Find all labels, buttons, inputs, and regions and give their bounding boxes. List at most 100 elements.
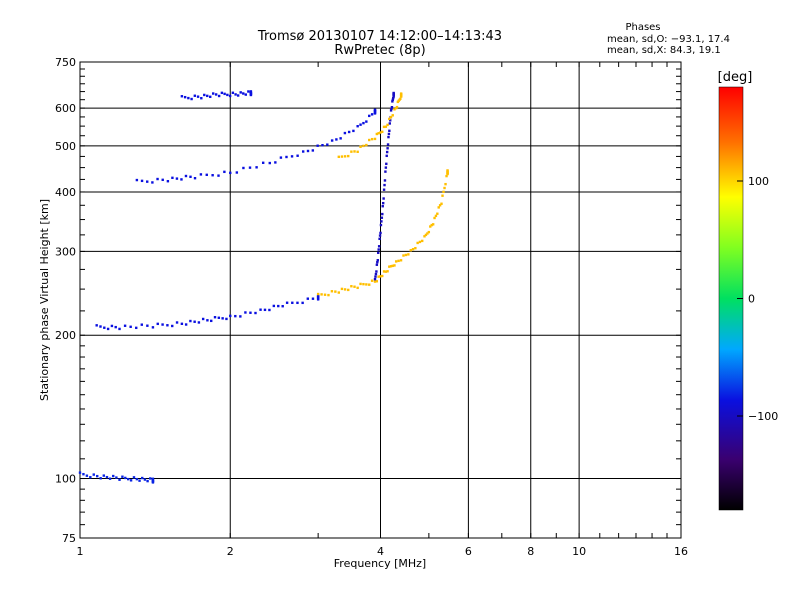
data-point bbox=[426, 232, 429, 235]
data-point bbox=[353, 285, 356, 288]
data-point bbox=[368, 138, 371, 142]
data-point bbox=[376, 260, 379, 264]
data-point bbox=[423, 235, 426, 238]
data-point bbox=[387, 132, 391, 136]
data-point bbox=[392, 93, 395, 96]
data-point bbox=[382, 270, 386, 273]
data-point bbox=[193, 94, 197, 97]
data-point bbox=[350, 285, 353, 288]
data-point bbox=[311, 149, 315, 152]
data-point bbox=[362, 121, 365, 125]
data-point bbox=[381, 274, 384, 278]
data-point bbox=[431, 223, 435, 226]
data-point bbox=[390, 105, 394, 109]
y-axis-label: Stationary phase Virtual Height [km] bbox=[38, 199, 51, 401]
data-point bbox=[442, 190, 445, 194]
data-point bbox=[143, 478, 147, 481]
data-point bbox=[368, 114, 371, 118]
data-point bbox=[200, 97, 203, 100]
y-tick-label: 300 bbox=[55, 245, 76, 258]
data-point bbox=[161, 178, 164, 182]
data-point bbox=[370, 279, 374, 282]
data-point bbox=[391, 264, 394, 268]
data-point bbox=[115, 476, 118, 479]
data-point bbox=[379, 231, 382, 235]
data-point bbox=[436, 212, 439, 215]
y-tick-label: 750 bbox=[55, 56, 76, 69]
data-point bbox=[389, 115, 393, 119]
data-point bbox=[339, 137, 342, 140]
data-point bbox=[375, 132, 379, 136]
data-points bbox=[78, 90, 449, 484]
data-point bbox=[377, 245, 381, 248]
data-point bbox=[281, 305, 284, 308]
data-point bbox=[166, 324, 169, 327]
data-point bbox=[385, 154, 388, 158]
data-point bbox=[175, 321, 179, 324]
data-point bbox=[140, 179, 144, 183]
data-point bbox=[151, 181, 154, 184]
data-point bbox=[217, 174, 220, 177]
data-point bbox=[247, 90, 250, 93]
data-point bbox=[121, 475, 124, 478]
data-point bbox=[277, 304, 280, 308]
data-point bbox=[124, 476, 127, 480]
data-point bbox=[389, 119, 392, 122]
data-point bbox=[393, 108, 396, 111]
data-point bbox=[362, 144, 365, 148]
colorbar-tick-label: 0 bbox=[748, 293, 755, 306]
data-point bbox=[223, 170, 226, 174]
data-point bbox=[102, 474, 106, 477]
data-point bbox=[377, 132, 380, 135]
data-point bbox=[380, 220, 383, 223]
data-point bbox=[441, 194, 444, 197]
data-point bbox=[229, 171, 232, 175]
data-point bbox=[375, 263, 379, 266]
x-tick-label: 4 bbox=[377, 545, 384, 558]
data-point bbox=[95, 324, 98, 327]
data-point bbox=[427, 230, 431, 234]
data-point bbox=[255, 166, 258, 169]
data-point bbox=[388, 129, 391, 133]
data-point bbox=[377, 275, 380, 278]
data-point bbox=[393, 264, 396, 267]
data-point bbox=[220, 91, 224, 95]
data-point bbox=[151, 480, 155, 483]
data-point bbox=[323, 293, 327, 296]
data-point bbox=[225, 317, 228, 321]
data-point bbox=[384, 125, 388, 128]
grid-lines bbox=[80, 62, 681, 538]
data-point bbox=[242, 166, 245, 170]
data-point bbox=[388, 122, 391, 125]
data-point bbox=[409, 249, 412, 252]
data-point bbox=[306, 149, 310, 153]
data-point bbox=[234, 93, 237, 96]
data-point bbox=[156, 177, 159, 181]
data-point bbox=[337, 155, 341, 159]
colorbar-ticks: 100 0 −100 bbox=[737, 175, 778, 423]
data-point bbox=[383, 183, 386, 187]
data-point bbox=[373, 109, 377, 113]
data-point bbox=[404, 253, 408, 257]
data-point bbox=[129, 479, 133, 482]
data-point bbox=[445, 174, 448, 178]
data-point bbox=[291, 301, 294, 304]
data-point bbox=[407, 253, 410, 256]
data-point bbox=[381, 201, 385, 205]
data-point bbox=[316, 144, 319, 147]
data-point bbox=[301, 150, 305, 153]
x-tick-label: 1 bbox=[77, 545, 84, 558]
data-point bbox=[244, 311, 247, 314]
data-point bbox=[365, 143, 368, 147]
data-point bbox=[156, 322, 159, 326]
phase-stats-o: mean, sd,O: −93.1, 17.4 bbox=[607, 34, 730, 45]
data-point bbox=[352, 129, 355, 133]
colorbar-label: [deg] bbox=[718, 70, 753, 85]
data-point bbox=[391, 100, 394, 103]
data-point bbox=[330, 290, 334, 293]
data-point bbox=[320, 293, 323, 296]
data-point bbox=[326, 143, 329, 146]
data-point bbox=[244, 93, 248, 96]
data-point bbox=[96, 474, 99, 478]
data-point bbox=[385, 162, 388, 166]
